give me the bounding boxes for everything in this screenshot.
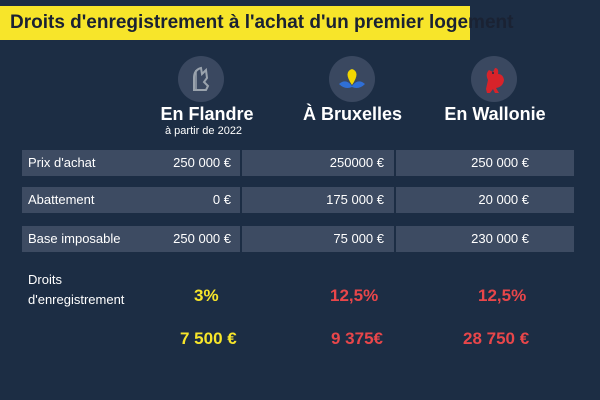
column-header-bruxelles: À Bruxelles: [302, 104, 403, 124]
row-label: Abattement: [28, 192, 95, 207]
brussels-iris-icon: [329, 56, 375, 102]
value-bruxelles: 250000 €: [329, 155, 384, 170]
value-flandre: 250 000 €: [173, 231, 231, 246]
rate-flandre: 3%: [194, 286, 219, 305]
column-header-flandre: En Flandre: [160, 104, 254, 124]
row-label: Prix d'achat: [28, 155, 96, 170]
value-wallonie: 250 000 €: [471, 155, 529, 170]
row-label: Base imposable: [28, 231, 121, 246]
value-flandre: 0 €: [212, 192, 231, 207]
walloon-rooster-icon: [471, 56, 517, 102]
column-subheader-flandre: à partir de 2022: [165, 125, 243, 137]
table-row: Prix d'achat 250 000 € 250000 € 250 000 …: [22, 150, 574, 176]
total-bruxelles: 9 375€: [331, 329, 383, 348]
table-row: Base imposable 250 000 € 75 000 € 230 00…: [22, 226, 574, 252]
table-row: Abattement 0 € 175 000 € 20 000 €: [22, 187, 574, 213]
value-wallonie: 20 000 €: [478, 192, 529, 207]
total-wallonie: 28 750 €: [463, 329, 530, 348]
rate-wallonie: 12,5%: [478, 286, 527, 305]
value-bruxelles: 175 000 €: [326, 192, 384, 207]
column-header-wallonie: En Wallonie: [444, 104, 546, 124]
page-title: Droits d'enregistrement à l'achat d'un p…: [0, 6, 513, 40]
rate-label-line1: Droits: [28, 272, 62, 287]
rate-bruxelles: 12,5%: [330, 286, 379, 305]
value-bruxelles: 75 000 €: [333, 231, 384, 246]
value-wallonie: 230 000 €: [471, 231, 529, 246]
rate-label-line2: d'enregistrement: [28, 292, 125, 307]
total-flandre: 7 500 €: [180, 329, 237, 348]
flemish-lion-icon: [178, 56, 224, 102]
value-flandre: 250 000 €: [173, 155, 231, 170]
